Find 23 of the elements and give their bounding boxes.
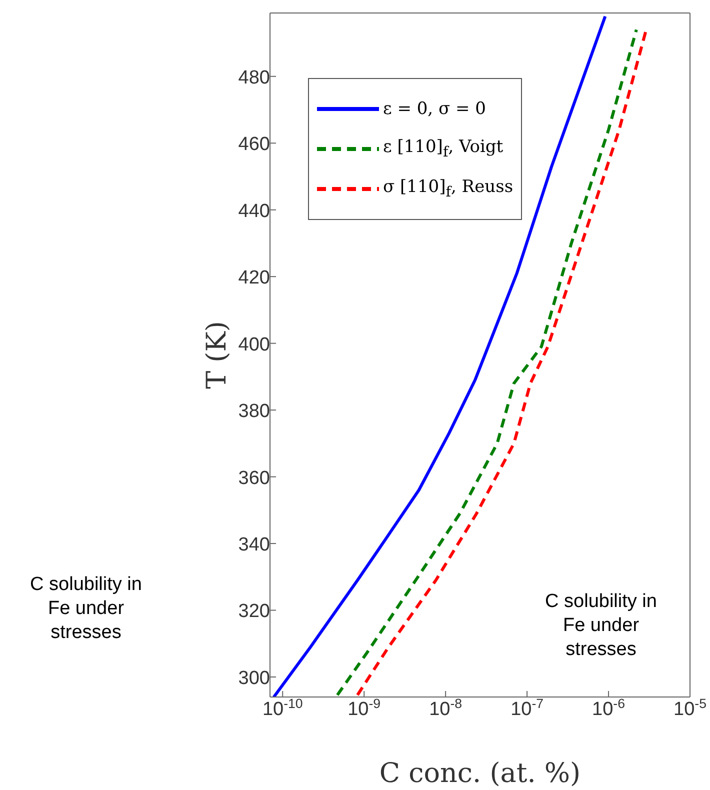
x-tick-label: 10$^{-10}$	[262, 696, 303, 720]
x-axis-title: C conc. (at. %)	[379, 758, 581, 789]
x-tick-label: 10$^{-9}$	[348, 696, 381, 720]
x-tick-label: 10$^{-8}$	[429, 696, 462, 720]
y-tick-label: 400	[238, 334, 270, 356]
legend-label: ε [110]$_{f}$, Voigt	[383, 137, 504, 161]
annotation: C solubility in Fe under stresses	[545, 590, 657, 662]
y-tick-label: 300	[238, 668, 270, 689]
y-tick-label: 320	[238, 601, 270, 622]
y-tick-label: 340	[238, 534, 270, 556]
y-axis-title: T (K)	[202, 321, 233, 389]
text: C solubility in Fe under stresses	[30, 573, 142, 645]
y-tick-label: 480	[238, 67, 270, 88]
y-tick-label: 380	[238, 401, 270, 422]
x-tick-label: 10$^{-7}$	[510, 696, 544, 720]
legend-label: σ [110]$_{f}$, Reuss	[383, 177, 514, 201]
legend-label: ε = 0, σ = 0	[383, 99, 486, 119]
y-tick-label: 360	[238, 468, 270, 489]
y-tick-label: 440	[238, 200, 270, 222]
x-tick-label: 10$^{-5}$	[674, 696, 706, 720]
y-tick-label: 460	[238, 134, 270, 156]
y-tick-label: 420	[238, 268, 270, 289]
x-tick-label: 10$^{-6}$	[592, 696, 626, 720]
